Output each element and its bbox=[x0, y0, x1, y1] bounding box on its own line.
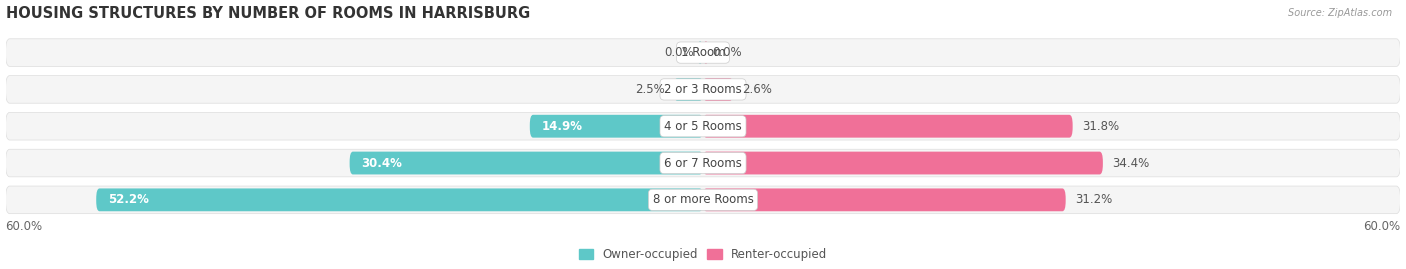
Text: 6 or 7 Rooms: 6 or 7 Rooms bbox=[664, 157, 742, 169]
Text: 60.0%: 60.0% bbox=[6, 220, 42, 233]
FancyBboxPatch shape bbox=[703, 189, 1066, 211]
Text: Source: ZipAtlas.com: Source: ZipAtlas.com bbox=[1288, 8, 1392, 18]
Text: 31.2%: 31.2% bbox=[1076, 193, 1112, 206]
FancyBboxPatch shape bbox=[703, 78, 733, 101]
Text: 52.2%: 52.2% bbox=[108, 193, 149, 206]
Text: 1 Room: 1 Room bbox=[681, 46, 725, 59]
Text: 0.0%: 0.0% bbox=[713, 46, 742, 59]
Text: 0.0%: 0.0% bbox=[664, 46, 693, 59]
FancyBboxPatch shape bbox=[6, 76, 1400, 103]
FancyBboxPatch shape bbox=[6, 186, 1400, 214]
FancyBboxPatch shape bbox=[697, 41, 703, 64]
FancyBboxPatch shape bbox=[530, 115, 703, 138]
Text: HOUSING STRUCTURES BY NUMBER OF ROOMS IN HARRISBURG: HOUSING STRUCTURES BY NUMBER OF ROOMS IN… bbox=[6, 6, 530, 20]
Text: 2 or 3 Rooms: 2 or 3 Rooms bbox=[664, 83, 742, 96]
FancyBboxPatch shape bbox=[673, 78, 703, 101]
FancyBboxPatch shape bbox=[6, 39, 1400, 66]
FancyBboxPatch shape bbox=[6, 149, 1400, 177]
Text: 60.0%: 60.0% bbox=[1364, 220, 1400, 233]
Text: 30.4%: 30.4% bbox=[361, 157, 402, 169]
FancyBboxPatch shape bbox=[703, 115, 1073, 138]
Text: 4 or 5 Rooms: 4 or 5 Rooms bbox=[664, 120, 742, 133]
FancyBboxPatch shape bbox=[350, 152, 703, 175]
Text: 31.8%: 31.8% bbox=[1083, 120, 1119, 133]
FancyBboxPatch shape bbox=[6, 112, 1400, 140]
Text: 8 or more Rooms: 8 or more Rooms bbox=[652, 193, 754, 206]
FancyBboxPatch shape bbox=[703, 41, 709, 64]
Text: 2.6%: 2.6% bbox=[742, 83, 772, 96]
Legend: Owner-occupied, Renter-occupied: Owner-occupied, Renter-occupied bbox=[579, 248, 827, 261]
Text: 34.4%: 34.4% bbox=[1112, 157, 1150, 169]
Text: 2.5%: 2.5% bbox=[636, 83, 665, 96]
Text: 14.9%: 14.9% bbox=[541, 120, 582, 133]
FancyBboxPatch shape bbox=[96, 189, 703, 211]
FancyBboxPatch shape bbox=[703, 152, 1102, 175]
